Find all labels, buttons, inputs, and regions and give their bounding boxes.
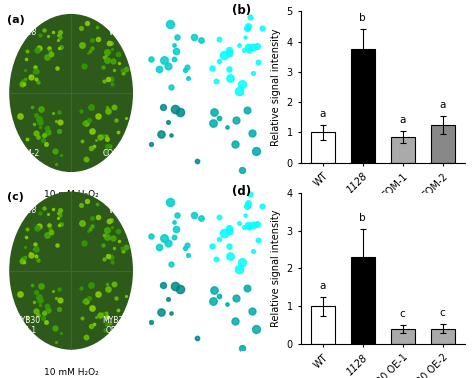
Bar: [351, 49, 375, 163]
Text: COM-1: COM-1: [210, 93, 233, 99]
Text: COM-1: COM-1: [102, 149, 128, 158]
Text: COM-2: COM-2: [146, 93, 169, 99]
Bar: [430, 125, 455, 163]
Bar: [391, 137, 415, 163]
Y-axis label: Relative signal intensity: Relative signal intensity: [271, 28, 281, 146]
Text: 1128: 1128: [18, 206, 37, 215]
Text: 1128: 1128: [145, 192, 163, 198]
Bar: [311, 306, 335, 344]
Bar: [351, 257, 375, 344]
Text: b: b: [359, 14, 366, 23]
Text: (b): (b): [232, 4, 251, 17]
Text: c: c: [440, 308, 446, 318]
Text: b: b: [359, 213, 366, 223]
Text: a: a: [439, 100, 446, 110]
Text: (c): (c): [8, 192, 24, 202]
Text: WT: WT: [109, 206, 121, 215]
Text: WT: WT: [209, 15, 220, 21]
Text: 10 mM H₂O₂: 10 mM H₂O₂: [44, 367, 99, 376]
Text: a: a: [400, 115, 406, 125]
Text: 1128: 1128: [18, 28, 37, 37]
Text: MYB30
OE-1: MYB30 OE-1: [146, 271, 170, 284]
Bar: [391, 329, 415, 344]
Text: 10 mM H₂O₂: 10 mM H₂O₂: [44, 190, 99, 199]
Y-axis label: Relative signal intensity: Relative signal intensity: [271, 210, 281, 327]
Text: (d): (d): [232, 185, 251, 198]
Text: c: c: [400, 309, 406, 319]
Text: COM-2: COM-2: [15, 149, 40, 158]
Circle shape: [10, 192, 132, 349]
Bar: [311, 132, 335, 163]
Text: a: a: [320, 281, 326, 291]
Text: (a): (a): [8, 15, 25, 25]
Text: MYB30
OE-2: MYB30 OE-2: [102, 316, 128, 335]
Bar: [430, 329, 455, 344]
Text: MYB30
OE-1: MYB30 OE-1: [14, 316, 40, 335]
Text: MYB30
OE-2: MYB30 OE-2: [210, 271, 234, 284]
Text: a: a: [320, 109, 326, 119]
Text: WT: WT: [109, 28, 121, 37]
Text: 1128: 1128: [145, 15, 163, 21]
Text: WT: WT: [209, 192, 220, 198]
Circle shape: [10, 15, 132, 171]
